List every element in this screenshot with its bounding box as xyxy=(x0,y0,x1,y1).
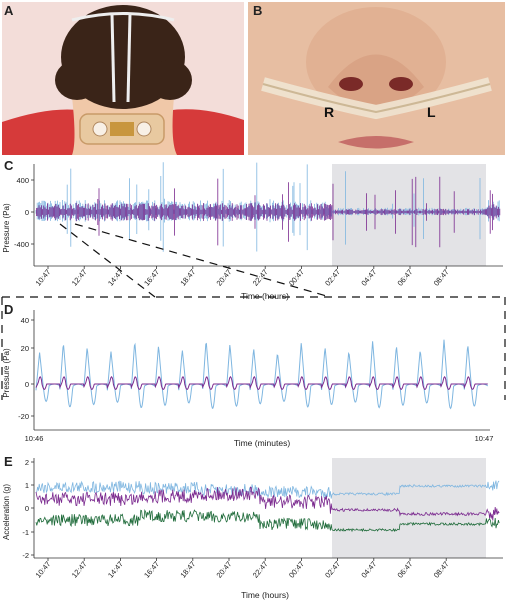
chart-c-xtick-label: 18:47 xyxy=(178,268,197,288)
chart-e-series-x xyxy=(35,480,500,499)
nostril-left-label: L xyxy=(427,104,436,120)
chart-c-xtick-label: 10:47 xyxy=(34,268,53,288)
chart-c-series-nasal-flow xyxy=(35,162,500,252)
pressure-hours-chart: 400 0 -400 10:47 12:47 14:47 16:47 18:47 20:47 2… xyxy=(2,162,503,301)
chart-c-xtick-label: 04:47 xyxy=(359,268,378,288)
chart-e-ylabel: Acceleration (g) xyxy=(2,484,11,540)
neck-sensor-illustration xyxy=(2,2,244,155)
panel-e-letter: E xyxy=(4,454,13,469)
nostril-right-label: R xyxy=(324,104,335,120)
chart-e-xtick-label: 06:47 xyxy=(396,560,415,580)
chart-c-ytick-label: 400 xyxy=(16,176,29,185)
chart-e-xtick-label: 18:47 xyxy=(178,560,197,580)
chart-d-xlabel: Time (minutes) xyxy=(234,438,291,448)
chart-e-shaded-region xyxy=(332,458,486,558)
chart-e-ytick-label: 0 xyxy=(25,504,29,513)
chart-e-xtick-label: 04:47 xyxy=(359,560,378,580)
chart-c-xtick-label: 02:47 xyxy=(323,268,342,288)
panel-a-letter: A xyxy=(4,3,14,18)
chart-e-series-y xyxy=(35,486,500,521)
acceleration-hours-chart: 2 1 0 -1 -2 10:47 12:47 14:47 16:47 18:47 20:47 22… xyxy=(2,458,503,600)
panel-b-photo: R L xyxy=(248,2,505,155)
chart-e-series-z xyxy=(35,509,500,533)
chart-c-ylabel: Pressure (Pa) xyxy=(2,203,11,253)
chart-e-xtick-label: 20:47 xyxy=(215,560,234,580)
chart-e-ytick-label: -2 xyxy=(22,551,29,560)
chart-e-ytick-label: 2 xyxy=(25,458,29,467)
chart-d-x-start: 10:46 xyxy=(25,434,44,443)
chart-e-xtick-label: 10:47 xyxy=(34,560,53,580)
chart-c-ytick-label: 0 xyxy=(25,208,29,217)
chart-c-xtick-label: 20:47 xyxy=(215,268,234,288)
panel-b-letter: B xyxy=(253,3,263,18)
chart-e-xtick-label: 00:47 xyxy=(287,560,306,580)
chart-e-xtick-label: 16:47 xyxy=(142,560,161,580)
chart-e-xtick-label: 08:47 xyxy=(432,560,451,580)
chart-c-xtick-label: 12:47 xyxy=(70,268,89,288)
chart-d-series-nasal-flow xyxy=(35,339,489,410)
nasal-cannula-illustration xyxy=(248,2,505,155)
panel-c-letter: C xyxy=(4,158,14,173)
chart-d-ytick-label: 0 xyxy=(25,380,29,389)
panel-d-letter: D xyxy=(4,302,14,317)
chart-d-ytick-label: 20 xyxy=(21,344,29,353)
chart-c-xtick-label: 16:47 xyxy=(142,268,161,288)
chart-c-series-pressure xyxy=(36,176,501,248)
chart-e-xtick-label: 14:47 xyxy=(106,560,125,580)
chart-d-ylabel: Pressure (Pa) xyxy=(2,348,11,398)
chart-c-xtick-label: 00:47 xyxy=(287,268,306,288)
chart-e-xtick-label: 12:47 xyxy=(70,560,89,580)
chart-c-xtick-label: 14:47 xyxy=(106,268,125,288)
chart-d-ytick-label: 40 xyxy=(21,316,29,325)
chart-d-series-pressure xyxy=(35,376,488,391)
chart-d-ytick-label: -20 xyxy=(18,412,29,421)
chart-e-ytick-label: -1 xyxy=(22,528,29,537)
chart-c-xtick-label: 08:47 xyxy=(432,268,451,288)
chart-c-xtick-label: 06:47 xyxy=(396,268,415,288)
panel-a-photo xyxy=(2,2,244,155)
chart-e-xlabel: Time (hours) xyxy=(241,590,289,600)
pressure-minutes-chart: 40 20 0 -20 10:46 10:47 Pressure (Pa) Time … xyxy=(2,310,494,448)
chart-d-x-end: 10:47 xyxy=(475,434,494,443)
chart-c-xtick-label: 22:47 xyxy=(251,268,270,288)
chart-c-ytick-label: -400 xyxy=(14,240,29,249)
chart-e-xtick-label: 02:47 xyxy=(323,560,342,580)
chart-e-xtick-label: 22:47 xyxy=(251,560,270,580)
chart-e-ytick-label: 1 xyxy=(25,481,29,490)
